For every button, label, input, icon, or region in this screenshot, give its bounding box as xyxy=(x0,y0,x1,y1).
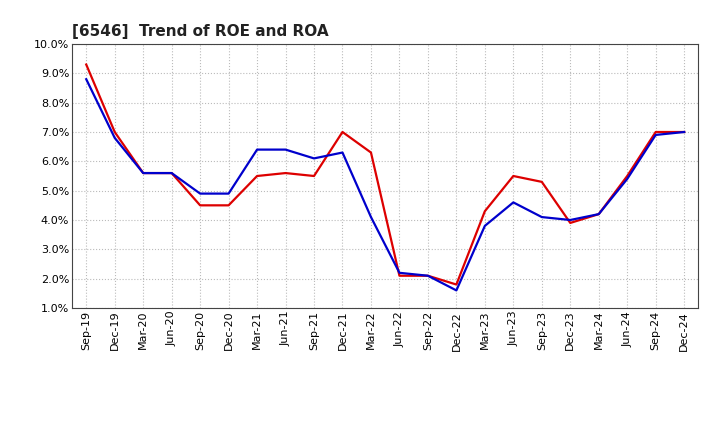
ROE xyxy=(366,150,375,155)
ROE xyxy=(139,170,148,176)
ROE xyxy=(566,220,575,226)
ROA xyxy=(196,191,204,196)
ROA xyxy=(139,170,148,176)
ROA xyxy=(509,200,518,205)
ROE xyxy=(452,282,461,287)
Line: ROA: ROA xyxy=(86,79,684,290)
ROE xyxy=(623,173,631,179)
ROA xyxy=(423,273,432,279)
ROA xyxy=(395,270,404,275)
ROA xyxy=(338,150,347,155)
ROE xyxy=(509,173,518,179)
ROE xyxy=(167,170,176,176)
ROA xyxy=(566,217,575,223)
ROA xyxy=(480,223,489,228)
Text: [6546]  Trend of ROE and ROA: [6546] Trend of ROE and ROA xyxy=(72,24,328,39)
ROA xyxy=(310,156,318,161)
ROA xyxy=(366,214,375,220)
ROA xyxy=(537,214,546,220)
ROA xyxy=(82,77,91,82)
ROE xyxy=(395,273,404,279)
ROE xyxy=(423,273,432,279)
ROE xyxy=(82,62,91,67)
ROE xyxy=(537,179,546,184)
ROA xyxy=(595,212,603,217)
ROE xyxy=(282,170,290,176)
ROE xyxy=(253,173,261,179)
ROA xyxy=(680,129,688,135)
ROA xyxy=(652,132,660,138)
ROE xyxy=(480,209,489,214)
ROA xyxy=(253,147,261,152)
ROA xyxy=(623,176,631,182)
ROA xyxy=(452,288,461,293)
ROE xyxy=(110,129,119,135)
ROA xyxy=(282,147,290,152)
ROA xyxy=(110,135,119,140)
ROE xyxy=(680,129,688,135)
ROE xyxy=(652,129,660,135)
ROE xyxy=(310,173,318,179)
ROE xyxy=(196,203,204,208)
ROE xyxy=(225,203,233,208)
Line: ROE: ROE xyxy=(86,65,684,285)
ROE xyxy=(338,129,347,135)
ROA xyxy=(225,191,233,196)
ROE xyxy=(595,212,603,217)
ROA xyxy=(167,170,176,176)
